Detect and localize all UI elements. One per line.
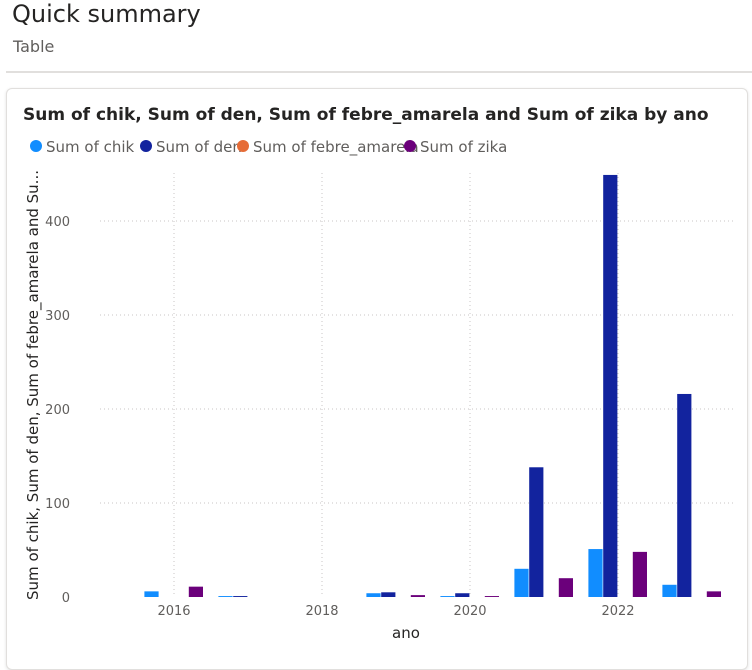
x-tick-label: 2018 (305, 604, 338, 619)
legend-label: Sum of febre_amarela (253, 138, 419, 157)
x-axis-label: ano (392, 624, 420, 642)
legend-label: Sum of zika (420, 138, 507, 156)
bar-sum-of-den[interactable] (381, 592, 396, 597)
legend-marker (404, 140, 416, 152)
bar-sum-of-chik[interactable] (366, 593, 381, 597)
y-axis-ticks: 0 100 200 300 400 (45, 215, 70, 606)
bar-chart: Sum of chik, Sum of den, Sum of febre_am… (23, 105, 735, 642)
y-tick-label: 0 (62, 591, 70, 606)
x-tick-label: 2022 (601, 604, 634, 619)
bar-sum-of-chik[interactable] (218, 596, 233, 597)
page-header: Quick summary Table (0, 0, 752, 74)
bar-sum-of-den[interactable] (233, 596, 248, 597)
gridlines (100, 173, 735, 597)
legend-item[interactable]: Sum of chik (30, 138, 135, 156)
legend-label: Sum of chik (46, 138, 135, 156)
bar-sum-of-den[interactable] (529, 467, 544, 597)
page-subtitle: Table (13, 37, 55, 56)
y-tick-label: 200 (45, 403, 70, 418)
y-tick-label: 100 (45, 497, 70, 512)
header-divider (6, 71, 752, 73)
legend-marker (30, 140, 42, 152)
bars (144, 174, 721, 597)
bar-sum-of-den[interactable] (677, 393, 692, 597)
bar-sum-of-chik[interactable] (514, 568, 529, 597)
y-tick-label: 400 (45, 215, 70, 230)
legend-item[interactable]: Sum of febre_amarela (237, 138, 419, 157)
bar-sum-of-chik[interactable] (144, 591, 159, 597)
bar-sum-of-chik[interactable] (588, 549, 603, 597)
page-title: Quick summary (12, 0, 201, 28)
chart-title: Sum of chik, Sum of den, Sum of febre_am… (23, 105, 709, 125)
bar-sum-of-zika[interactable] (188, 586, 203, 597)
bar-sum-of-zika[interactable] (410, 595, 425, 597)
chart-card[interactable]: Sum of chik, Sum of den, Sum of febre_am… (6, 88, 748, 670)
bar-sum-of-zika[interactable] (484, 596, 499, 597)
legend-item[interactable]: Sum of zika (404, 138, 507, 156)
bar-sum-of-chik[interactable] (662, 584, 677, 597)
bar-sum-of-den[interactable] (603, 174, 618, 597)
x-axis-ticks: 2016 2018 2020 2022 (157, 604, 634, 619)
x-tick-label: 2020 (453, 604, 486, 619)
x-tick-label: 2016 (157, 604, 190, 619)
legend-item[interactable]: Sum of den (140, 138, 242, 156)
legend-marker (140, 140, 152, 152)
y-tick-label: 300 (45, 309, 70, 324)
bar-sum-of-zika[interactable] (632, 551, 647, 597)
legend-label: Sum of den (156, 138, 242, 156)
legend: Sum of chik Sum of den Sum of febre_amarel… (30, 138, 507, 157)
bar-sum-of-chik[interactable] (440, 596, 455, 597)
bar-sum-of-zika[interactable] (558, 578, 573, 597)
y-axis-label: Sum of chik, Sum of den, Sum of febre_am… (24, 170, 43, 600)
legend-marker (237, 140, 249, 152)
bar-sum-of-zika[interactable] (706, 591, 721, 597)
bar-sum-of-den[interactable] (455, 593, 470, 597)
